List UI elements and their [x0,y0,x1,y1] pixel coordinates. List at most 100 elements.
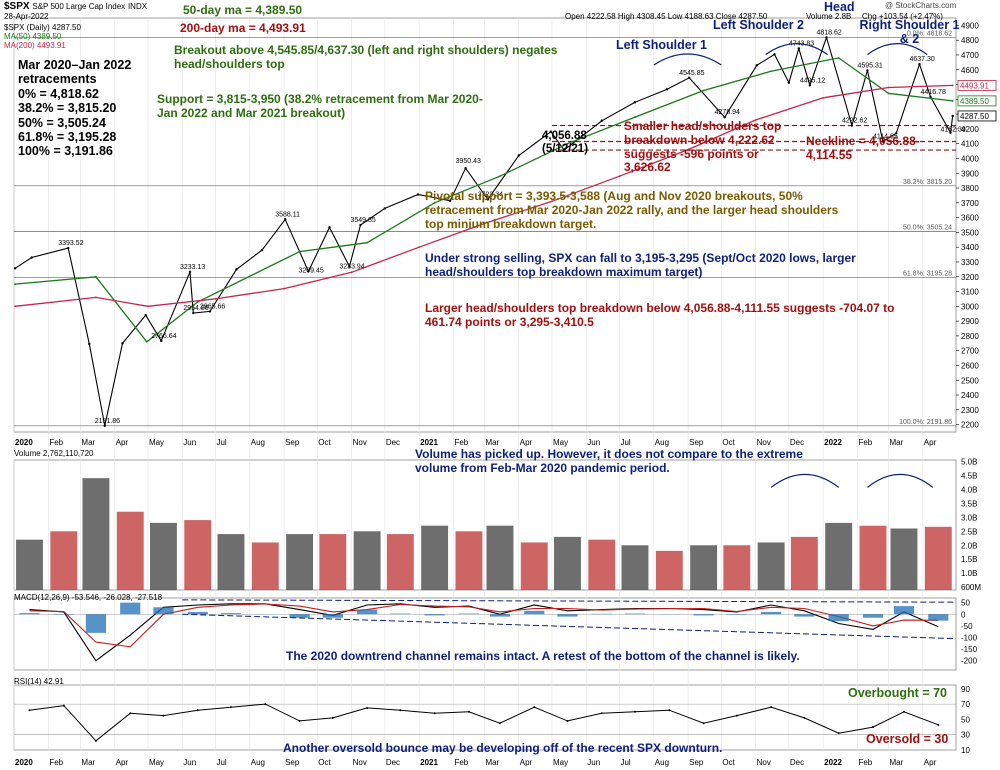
volume-y-tick-label: 2.0B [961,541,977,550]
price-point [307,270,310,273]
volume-bar [82,478,110,590]
x-tick-label-price: Aug [251,438,265,447]
x-tick-label-rsi: Apr [520,758,533,767]
price-point [30,256,33,259]
change-readout: Chg +103.54 (+2.47%) [862,12,943,21]
macd-hist-bar [220,613,242,615]
macd-hist-bar [390,613,411,615]
price-point [797,47,801,50]
price-label: 3950.43 [456,158,481,165]
price-point [483,222,486,225]
rsi-point [399,709,402,712]
x-tick-label-price: Jul [216,438,226,447]
price-y-tick-label: 2900 [961,317,979,326]
volume-bar [825,522,853,590]
price-label: 4495.12 [800,77,825,84]
macd-hist-bar [761,611,782,615]
price-y-tick-label: 3100 [961,288,979,297]
rsi-y-tick-label: 50 [961,715,970,724]
rsi-point [94,739,97,742]
volume-bar [184,520,212,590]
symbol-title: $SPX S&P 500 Large Cap Index INDX [4,1,147,12]
price-point [214,298,217,300]
volume-y-tick-label: 5.0B [961,457,977,466]
x-tick-label-rsi: 2021 [420,758,438,767]
rsi-point [62,704,65,707]
volume-arc [770,473,840,488]
x-tick-label-rsi: Feb [858,758,872,767]
rsi-annotation: Another oversold bounce may be developin… [283,741,723,755]
x-tick-label-rsi: Apr [116,758,129,767]
retracement-label: 38.2%: 3815.20 [903,179,952,186]
volume-y-tick-label: 1.5B [961,555,977,564]
price-point [951,84,954,87]
x-tick-label-rsi: Sep [689,758,704,767]
price-label: 2191.86 [95,418,120,425]
right-axis-tag-box [957,95,997,107]
price-y-tick-label: 4200 [961,125,979,134]
rsi-line [29,703,939,742]
smaller-hs-annotation: Smaller head/shoulders top breakdown bel… [624,119,782,175]
price-y-tick-label: 3900 [961,169,979,178]
price-point [283,218,287,221]
volume-bar [319,534,347,590]
x-tick-label-rsi: Mar [889,758,903,767]
x-tick-label-price: Nov [757,438,771,447]
x-tick-label-rsi: Sep [285,758,300,767]
retracement-label: 50.0%: 3505.24 [903,225,952,232]
price-point [103,424,106,428]
shoulder-arc [765,43,828,56]
macd-hist-bar [153,607,174,615]
shoulder-arc [653,53,722,66]
price-point [418,246,421,249]
rsi-y-tick-label: 10 [961,746,970,755]
price-label: 4114.65 [873,134,898,141]
volume-y-tick-label: 4.0B [961,485,977,494]
price-point [359,223,362,227]
x-tick-label-rsi: Aug [251,758,265,767]
volume-bar [757,542,785,590]
rsi-point [533,706,536,709]
price-label: 2965.66 [200,303,225,310]
price-point [517,154,520,157]
volume-bar [554,536,581,590]
price-point [145,340,148,343]
macd-hist-bar [893,606,915,615]
rsi-point [498,722,501,725]
rsi-point [702,722,705,725]
ma200-annotation: 200-day ma = 4,493.91 [180,21,306,35]
price-point [192,311,195,315]
price-point [235,268,238,271]
macd-y-tick-label: -150 [961,645,978,654]
shoulder-arc [867,43,928,56]
price-point [773,53,776,56]
x-tick-label-price: Apr [520,438,533,447]
x-tick-label-price: Apr [924,438,937,447]
volume-bar [149,522,177,590]
x-tick-label-rsi: Jul [216,758,226,767]
x-tick-label-price: Nov [353,438,367,447]
x-tick-label-price: Sep [285,438,300,447]
overbought-annotation: Overbought = 70 [848,686,947,700]
price-point [634,116,636,118]
x-tick-label-rsi: Feb [49,758,63,767]
price-label: 4545.85 [679,70,704,77]
price-point [887,86,890,89]
x-tick-label-price: Feb [454,438,468,447]
price-label: 3723.34 [478,191,503,198]
x-tick-label-price: Dec [386,438,400,447]
price-point [499,175,501,178]
volume-bar [890,528,918,590]
price-point [67,246,70,250]
price-y-tick-label: 4100 [961,140,979,149]
price-label: 4818.62 [816,29,841,36]
price-point [755,64,758,67]
macd-channel-top [182,599,957,603]
rsi-point [298,719,301,722]
volume-bar [251,542,279,590]
x-tick-label-rsi: May [149,758,164,767]
price-point [618,175,621,178]
price-label: 3549.85 [350,217,375,224]
price-point [866,69,869,72]
price-label: 4222.62 [842,118,867,125]
